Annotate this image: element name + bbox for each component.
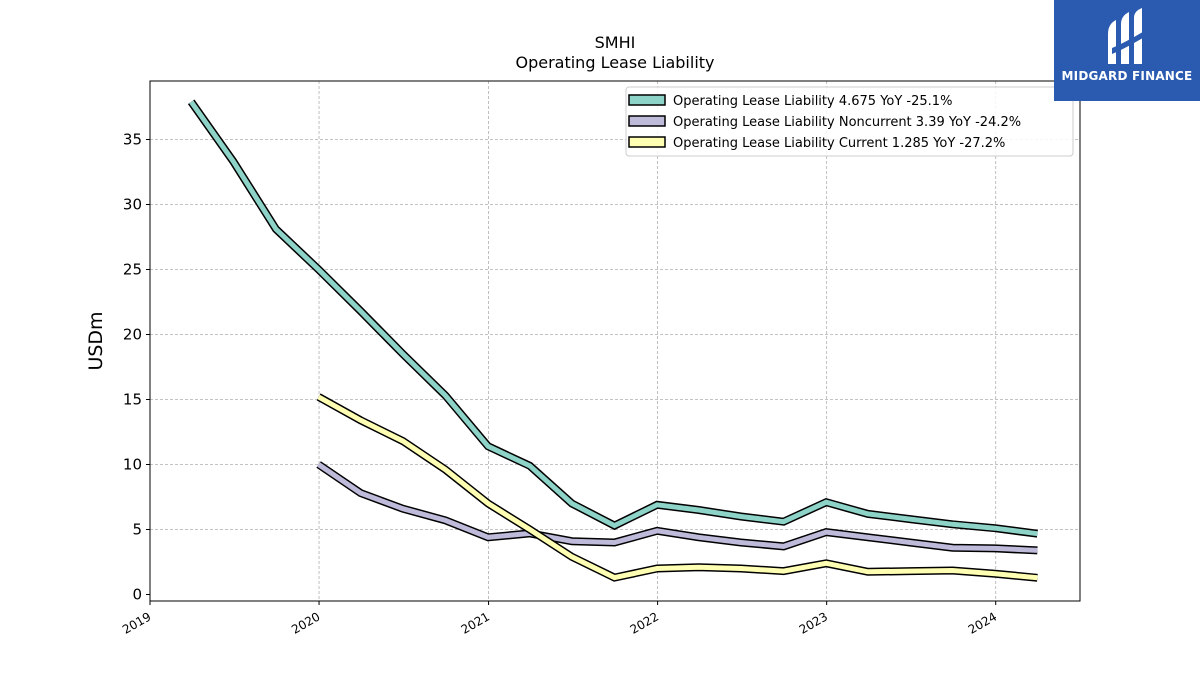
y-axis-label: USDm xyxy=(85,311,107,370)
legend-label-2: Operating Lease Liability Noncurrent 3.3… xyxy=(673,115,1021,130)
legend-swatch-1 xyxy=(628,94,666,106)
chart-subtitle: Operating Lease Liability xyxy=(515,53,714,72)
y-tick-label: 30 xyxy=(123,196,142,214)
series-line-3 xyxy=(317,394,1038,581)
x-tick-label: 2022 xyxy=(628,609,661,636)
x-tick-label: 2019 xyxy=(120,609,153,636)
brand-name: MIDGARD FINANCE xyxy=(1061,69,1193,83)
brand-logo: MIDGARD FINANCE xyxy=(1054,0,1200,101)
y-tick-label: 20 xyxy=(123,326,142,344)
y-tick-label: 25 xyxy=(123,261,142,279)
midgard-logo-icon xyxy=(1108,8,1146,64)
x-tick-label: 2024 xyxy=(966,609,999,636)
x-tick-label: 2021 xyxy=(459,609,492,636)
legend-swatch-2 xyxy=(628,115,666,127)
legend-label-3: Operating Lease Liability Current 1.285 … xyxy=(673,136,1005,151)
series-line-2 xyxy=(317,462,1038,553)
plot-frame xyxy=(149,80,1081,602)
series-line-1 xyxy=(189,100,1038,537)
legend-label-1: Operating Lease Liability 4.675 YoY -25.… xyxy=(673,94,952,109)
x-tick-label: 2020 xyxy=(289,609,322,636)
chart-title: SMHI xyxy=(595,33,636,52)
y-tick-label: 0 xyxy=(132,586,142,604)
legend-swatch-3 xyxy=(628,136,666,148)
y-tick-label: 10 xyxy=(123,456,142,474)
x-tick-label: 2023 xyxy=(797,609,830,636)
legend-box xyxy=(625,86,1074,157)
y-tick-label: 15 xyxy=(123,391,142,409)
y-tick-label: 5 xyxy=(132,521,142,539)
y-tick-label: 35 xyxy=(123,131,142,149)
series-line-outline-3 xyxy=(316,393,1038,582)
